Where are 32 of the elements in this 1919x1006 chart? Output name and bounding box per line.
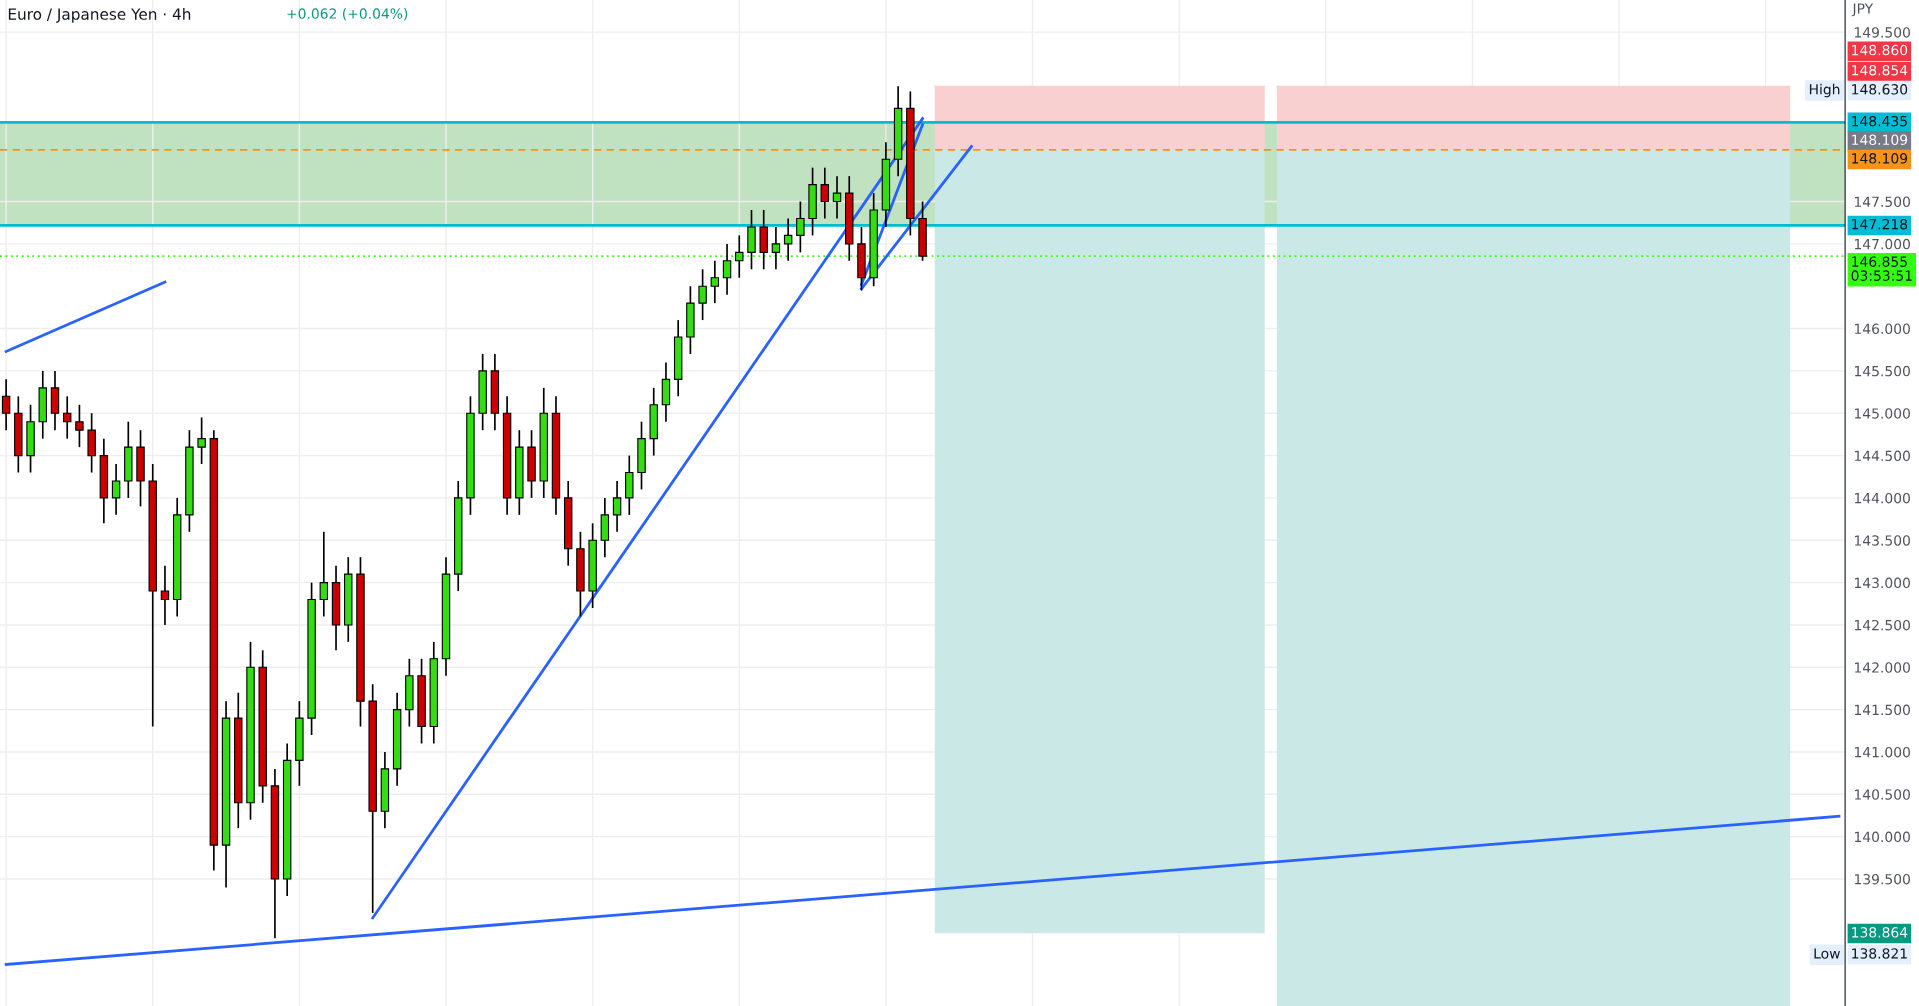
- y-tick-label: 141.500: [1854, 704, 1910, 716]
- y-tick-label: 145.500: [1854, 365, 1910, 377]
- text: +0.062 (+0.04%): [287, 8, 408, 21]
- text: 138.864: [1852, 927, 1908, 938]
- y-tick-label: 144.500: [1854, 450, 1910, 462]
- y-tick-label: 140.500: [1854, 789, 1910, 800]
- ref-line-label: 147.218: [1852, 218, 1908, 230]
- y-tick-label: 147.500: [1854, 196, 1910, 208]
- annotation: High: [1809, 83, 1840, 98]
- annotation: Low: [1814, 948, 1840, 959]
- text: 138.821: [1852, 948, 1907, 959]
- y-tick-label: 146.000: [1854, 323, 1910, 335]
- y-tick-label: 142.500: [1854, 619, 1910, 631]
- y-tick-label: 143.500: [1854, 535, 1910, 546]
- y-tick-label: 143.000: [1854, 577, 1910, 589]
- y-tick-label: 149.500: [1854, 27, 1910, 38]
- ref-line-label: 148.109: [1852, 153, 1908, 164]
- y-axis-title: JPY: [1851, 3, 1874, 17]
- text: Euro / Japanese Yen · 4h: [8, 8, 191, 23]
- y-tick-label: 140.000: [1854, 831, 1910, 843]
- ref-line-label: 146.855 03:53:51: [1851, 256, 1912, 281]
- y-tick-label: 145.000: [1854, 408, 1910, 419]
- y-tick-label: 142.000: [1854, 662, 1910, 673]
- y-tick-label: 147.000: [1854, 238, 1910, 250]
- ref-line-label: 148.435: [1852, 115, 1907, 127]
- y-tick-label: 139.500: [1854, 873, 1910, 885]
- text: 148.109: [1852, 134, 1908, 145]
- y-tick-label: 141.000: [1854, 746, 1910, 758]
- text: 148.854: [1852, 64, 1908, 76]
- text: 148.860: [1852, 44, 1908, 56]
- y-tick-label: 144.000: [1854, 492, 1910, 504]
- text: 148.630: [1852, 84, 1908, 95]
